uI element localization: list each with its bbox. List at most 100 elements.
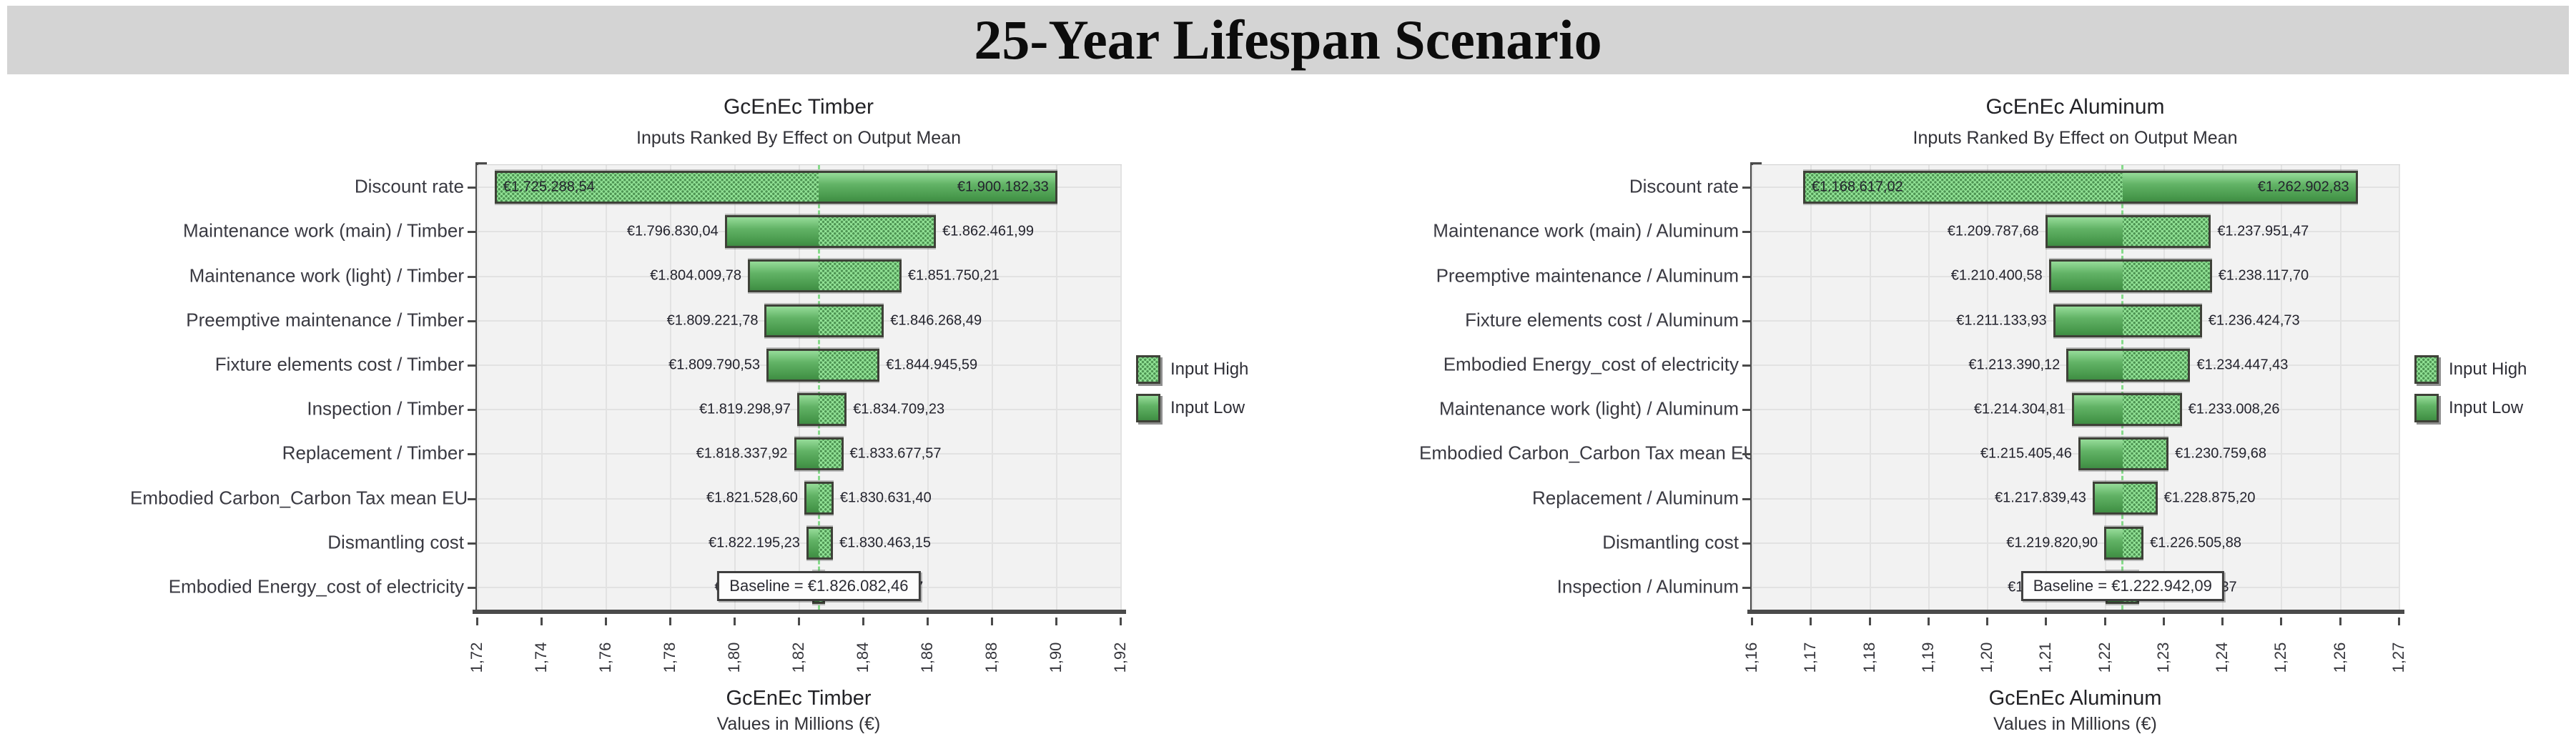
- x-tick-mark: [2221, 618, 2224, 625]
- x-axis-tick-area: 1,72 1,74 1,76 1,78 1,80 1,82 1,84 1,86 1,88 1,90…: [468, 618, 1129, 689]
- x-tick-mark: [734, 618, 736, 625]
- gridline-vertical: [1120, 165, 1122, 610]
- value-label-low: €1.219.820,90: [2006, 535, 2098, 551]
- category-tick-mark: [1742, 187, 1750, 189]
- value-label-low: €1.215.405,46: [1980, 445, 2072, 462]
- gridline-vertical: [1869, 165, 1871, 610]
- value-label-high: €1.234.447,43: [2196, 357, 2289, 373]
- x-tick-mark: [669, 618, 671, 625]
- x-axis-subtitle: Values in Millions (€): [716, 714, 881, 734]
- x-tick-mark: [927, 618, 929, 625]
- bar-row: €1.168.617,02 €1.262.902,83: [1752, 165, 2399, 209]
- value-label-high: €1.862.461,99: [942, 223, 1034, 239]
- bar-segment-input-low: [2068, 350, 2123, 380]
- value-label-low: €1.725.288,54: [503, 179, 595, 195]
- tornado-bar: [766, 348, 880, 382]
- x-tick-mark: [541, 618, 543, 625]
- value-label-low: €1.209.787,68: [1947, 223, 2039, 239]
- tornado-bar: [494, 171, 1057, 204]
- x-tick-mark: [2045, 618, 2048, 625]
- category-label: Dismantling cost: [327, 531, 464, 553]
- tornado-bar: [806, 526, 834, 560]
- tornado-bar: [2071, 393, 2182, 427]
- x-tick-label: 1,16: [1742, 642, 1760, 673]
- x-axis: [473, 610, 1126, 614]
- x-tick-mark: [991, 618, 993, 625]
- tornado-bar: [2053, 304, 2202, 337]
- category-tick-mark: [468, 586, 475, 589]
- value-label-low: €1.822.195,23: [708, 535, 800, 551]
- legend-item-input-high: Input High: [1136, 355, 1248, 384]
- category-tick-mark: [1742, 497, 1750, 500]
- value-label-high: €1.833.677,57: [849, 445, 942, 462]
- gridline-vertical: [2045, 165, 2048, 610]
- bar-row: €1.809.790,53 €1.844.945,59: [478, 343, 1121, 387]
- category-label: Inspection / Aluminum: [1556, 575, 1739, 597]
- x-tick-label: 1,88: [982, 642, 1000, 673]
- value-label-high: €1.262.902,83: [2257, 179, 2349, 195]
- y-axis-end-tick: [475, 162, 487, 164]
- gridline-vertical: [927, 165, 929, 610]
- bar-segment-input-low: [819, 173, 1055, 202]
- chart-aluminum: GcEnEc Aluminum Inputs Ranked By Effect …: [1419, 89, 2576, 739]
- value-label-high: €1.238.117,70: [2218, 267, 2309, 284]
- bar-row: €1.215.405,46 €1.230.759,68: [1752, 432, 2399, 476]
- gridline-vertical: [1928, 165, 1930, 610]
- category-label: Discount rate: [1629, 175, 1739, 197]
- x-tick-label: 1,86: [918, 642, 936, 673]
- gridline-horizontal: [1752, 497, 2399, 500]
- value-label-low: €1.819.298,97: [699, 401, 791, 417]
- category-tick-mark: [1742, 409, 1750, 412]
- category-tick-mark: [468, 409, 475, 412]
- value-label-high: €1.846.268,49: [890, 312, 982, 329]
- x-tick-mark: [1810, 618, 1812, 625]
- bar-segment-input-high: [819, 350, 878, 380]
- category-label: Embodied Energy_cost of electricity: [1443, 353, 1739, 375]
- bar-segment-input-low: [2055, 306, 2123, 335]
- value-label-high: €1.851.750,21: [907, 267, 1000, 284]
- gridline-vertical: [2222, 165, 2224, 610]
- category-tick-mark: [1742, 453, 1750, 456]
- category-label: Maintenance work (light) / Timber: [189, 264, 464, 286]
- x-tick-label: 1,90: [1047, 642, 1065, 673]
- tornado-bar: [2066, 348, 2191, 382]
- gridline-vertical: [2399, 165, 2400, 610]
- value-label-high: €1.236.424,73: [2208, 312, 2300, 329]
- x-tick-mark: [2280, 618, 2283, 625]
- category-label: Embodied Energy_cost of electricity: [168, 575, 464, 597]
- bar-row: €1.796.830,04 €1.862.461,99: [478, 209, 1121, 254]
- plot-area: Baseline = €1.826.082,46 €1.725.288,54 €1…: [468, 162, 1126, 614]
- value-label-low: €1.214.304,81: [1973, 401, 2066, 417]
- bar-segment-input-low: [2080, 440, 2123, 469]
- legend-swatch-input-high: [2414, 355, 2439, 384]
- value-label-low: €1.213.390,12: [1968, 357, 2061, 373]
- bar-segment-input-high: [2122, 217, 2209, 247]
- x-tick-label: 1,92: [1111, 642, 1129, 673]
- x-tick-label: 1,17: [1801, 642, 1820, 673]
- gridline-vertical: [2339, 165, 2341, 610]
- tornado-bar: [1802, 171, 2358, 204]
- tornado-bar: [794, 437, 844, 471]
- bar-segment-input-high: [2122, 484, 2156, 513]
- x-tick-mark: [1055, 618, 1057, 625]
- bar-segment-input-low: [799, 395, 819, 425]
- x-tick-mark: [1120, 618, 1122, 625]
- x-tick-mark: [476, 618, 478, 625]
- gridline-vertical: [2163, 165, 2165, 610]
- gridline-vertical: [606, 165, 607, 610]
- bar-segment-input-low: [2122, 173, 2356, 202]
- value-label-low: €1.796.830,04: [626, 223, 719, 239]
- x-tick-label: 1,23: [2153, 642, 2172, 673]
- category-axis-labels: Discount rate Maintenance work (main) / A…: [1419, 164, 1757, 609]
- bar-row: €1.219.820,90 €1.226.505,88: [1752, 521, 2399, 565]
- bar-segment-input-high: [819, 306, 882, 335]
- category-tick-mark: [1742, 275, 1750, 278]
- value-label-high: €1.233.008,26: [2188, 401, 2280, 417]
- bar-row: €1.211.133,93 €1.236.424,73: [1752, 299, 2399, 343]
- bar-segment-input-low: [726, 217, 819, 247]
- bar-segment-input-high: [819, 217, 934, 247]
- category-tick-mark: [468, 453, 475, 456]
- chart-subtitle: Inputs Ranked By Effect on Output Mean: [636, 128, 961, 148]
- gridline-horizontal: [1752, 453, 2399, 455]
- category-tick-mark: [468, 275, 475, 278]
